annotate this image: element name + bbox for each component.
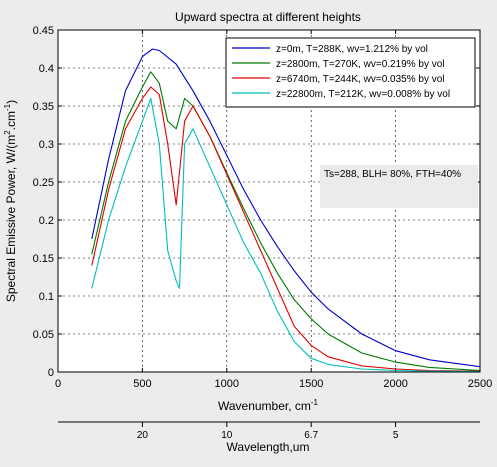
- y-axis-ticks: 0 0.05 0.1 0.15 0.2 0.25 0.3 0.35 0.4 0.45: [33, 25, 480, 379]
- y-axis-label: Spectral Emissive Power, W/(m2.cm-1): [3, 100, 18, 302]
- y-tick-label: 0.35: [33, 101, 54, 113]
- secondary-tick-label: 5: [393, 430, 399, 441]
- series-lines: [91, 48, 481, 373]
- series-line-4: [91, 97, 481, 373]
- series-line-3: [91, 86, 481, 372]
- annotation-box: Ts=288, BLH= 80%, FTH=40%: [320, 165, 478, 208]
- x-tick-label: 500: [133, 378, 151, 390]
- x-axis-ticks: 0 500 1000 1500 2000 2500: [55, 30, 492, 390]
- y-tick-label: 0: [48, 367, 54, 379]
- x-tick-label: 1000: [215, 378, 239, 390]
- legend-label-2: z=2800m, T=270K, wv=0.219% by vol: [276, 59, 445, 70]
- secondary-tick-label: 20: [137, 430, 149, 441]
- y-tick-label: 0.25: [33, 177, 54, 189]
- annotation-text: Ts=288, BLH= 80%, FTH=40%: [324, 169, 461, 180]
- x-tick-label: 2500: [468, 378, 492, 390]
- x-tick-label: 1500: [299, 378, 323, 390]
- series-line-1: [91, 48, 481, 368]
- secondary-tick-label: 6.7: [304, 430, 318, 441]
- legend-label-4: z=22800m, T=212K, wv=0.008% by vol: [276, 89, 450, 100]
- legend-box: [225, 37, 476, 108]
- y-tick-label: 0.3: [39, 139, 54, 151]
- x-axis-label: Wavenumber, cm-1: [218, 398, 319, 413]
- chart-title: Upward spectra at different heights: [175, 10, 361, 24]
- y-tick-label: 0.2: [39, 215, 54, 227]
- y-tick-label: 0.15: [33, 253, 54, 265]
- y-tick-label: 0.05: [33, 329, 54, 341]
- x-tick-label: 0: [55, 378, 61, 390]
- secondary-axis-label: Wavelength,um: [227, 440, 310, 454]
- legend: z=0m, T=288K, wv=1.212% by vol z=2800m, T…: [225, 37, 476, 108]
- plot-frame: [57, 29, 481, 373]
- y-tick-label: 0.45: [33, 25, 54, 37]
- y-tick-label: 0.1: [39, 291, 54, 303]
- secondary-axis: Wavelength,um 20 10 6.7 5: [58, 421, 480, 454]
- secondary-tick-label: 10: [221, 430, 233, 441]
- x-tick-label: 2000: [383, 378, 407, 390]
- y-tick-label: 0.4: [39, 63, 54, 75]
- legend-label-1: z=0m, T=288K, wv=1.212% by vol: [276, 44, 428, 55]
- legend-label-3: z=6740m, T=244K, wv=0.035% by vol: [276, 74, 445, 85]
